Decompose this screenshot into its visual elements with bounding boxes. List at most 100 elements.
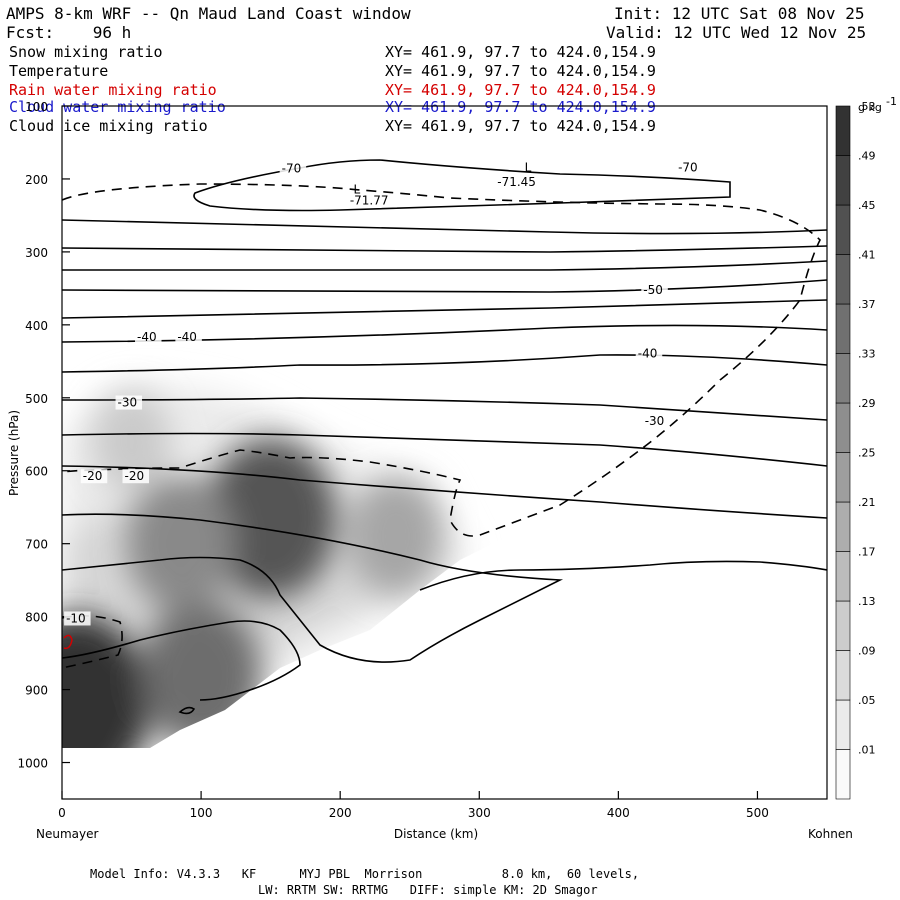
field-name-cloud-water: Cloud water mixing ratio <box>9 98 226 116</box>
contour-t2 <box>62 245 827 253</box>
label-mask <box>635 346 663 361</box>
contour-label: -70 <box>678 161 698 175</box>
colorbar-label: .25 <box>858 447 876 460</box>
colorbar-label: .37 <box>858 298 876 311</box>
y-tick-label: 100 <box>25 100 48 114</box>
contour-minus50 <box>62 299 827 319</box>
contour-minus70 <box>193 159 731 212</box>
contour-label: -50 <box>643 283 663 297</box>
snow-core <box>62 614 150 748</box>
colorbar-segment <box>835 204 851 255</box>
x-tick-label: 300 <box>468 806 491 820</box>
colorbar-segment <box>835 699 851 750</box>
label-mask <box>642 413 670 428</box>
label-mask <box>347 193 397 208</box>
y-tick-label: 400 <box>25 319 48 333</box>
colorbar-segment <box>835 501 851 552</box>
colorbar-label: .41 <box>858 249 876 262</box>
contour-label: -20 <box>125 469 145 483</box>
x-left-station: Neumayer <box>36 827 98 841</box>
colorbar-segment <box>835 600 851 651</box>
colorbar-segment <box>835 749 851 800</box>
colorbar-label: .21 <box>858 496 876 509</box>
contour-label: -70 <box>282 161 302 175</box>
model-info-2: LW: RRTM SW: RRTMG DIFF: simple KM: 2D S… <box>258 883 598 897</box>
colorbar-label: .17 <box>858 546 876 559</box>
label-mask <box>115 395 143 410</box>
y-tick-label: 500 <box>25 392 48 406</box>
low-marker: L <box>525 161 532 175</box>
field-xy-temperature: XY= 461.9, 97.7 to 424.0,154.9 <box>385 62 656 80</box>
colorbar-label: .45 <box>858 199 876 212</box>
model-info: Model Info: V4.3.3 KF MYJ PBL Morrison 8… <box>90 867 640 881</box>
x-tick-label: 500 <box>746 806 769 820</box>
rain-water-contour <box>63 634 73 650</box>
x-right-station: Kohnen <box>808 827 853 841</box>
colorbar-label: .33 <box>858 348 876 361</box>
colorbar-label: .05 <box>858 694 876 707</box>
valid-time: Valid: 12 UTC Wed 12 Nov 25 <box>606 23 867 42</box>
dashed-isotherms <box>62 183 821 669</box>
field-name-cloud-ice: Cloud ice mixing ratio <box>9 117 208 135</box>
label-mask <box>80 469 108 484</box>
colorbar-segment <box>835 105 851 156</box>
field-name-temperature: Temperature <box>9 62 109 80</box>
y-axis: 100 200 300 400 500 600 700 800 900 1000 <box>17 100 70 771</box>
colorbar-unit-exponent: -1 <box>886 95 897 108</box>
field-xy-cloud-water: XY= 461.9, 97.7 to 424.0,154.9 <box>385 98 656 116</box>
forecast-hour: Fcst: 96 h <box>6 23 132 42</box>
label-mask <box>641 283 668 298</box>
label-mask <box>676 160 703 175</box>
contour-label: -30 <box>645 414 665 428</box>
y-tick-label: 800 <box>25 611 48 625</box>
contour-t13 <box>419 560 827 591</box>
x-tick-label: 0 <box>58 806 66 820</box>
contour-minus30 <box>62 432 827 467</box>
label-mask <box>175 329 202 344</box>
contour-label: -40 <box>638 347 658 361</box>
snow-core <box>126 476 235 611</box>
contour-t4 <box>62 279 827 293</box>
y-tick-label: 200 <box>25 173 48 187</box>
y-tick-label: 600 <box>25 465 48 479</box>
y-tick-label: 900 <box>25 684 48 698</box>
label-mask <box>279 161 307 176</box>
y-tick-label: 300 <box>25 246 48 260</box>
colorbar-segment <box>835 303 851 354</box>
label-mask <box>495 175 545 190</box>
field-xy-snow: XY= 461.9, 97.7 to 424.0,154.9 <box>385 43 656 61</box>
label-mask <box>135 329 162 344</box>
contour-t10 <box>62 465 827 519</box>
contour-label: -71.45 <box>497 175 536 189</box>
colorbar: .01 .05 .09 .13 .17 .21 .25 .29 .33 .37 .41 .45 .49.… <box>835 95 897 800</box>
x-tick-label: 200 <box>329 806 352 820</box>
colorbar-segment <box>835 452 851 503</box>
chart-title: AMPS 8-km WRF -- Qn Maud Land Coast wind… <box>6 4 411 23</box>
y-tick-label: 1000 <box>17 757 48 771</box>
contour-t1 <box>62 219 827 235</box>
colorbar-segment <box>835 254 851 305</box>
colorbar-label: .49 <box>858 150 876 163</box>
snow-core <box>204 437 337 599</box>
contour-label: -40 <box>177 330 197 344</box>
colorbar-label: .09 <box>858 645 876 658</box>
x-tick-label: 400 <box>607 806 630 820</box>
contour-minus10 <box>62 620 301 701</box>
contour-label: -20 <box>83 469 103 483</box>
colorbar-label: .53 <box>858 100 876 113</box>
init-time: Init: 12 UTC Sat 08 Nov 25 <box>614 4 865 23</box>
contour-labels: -70 -70 -71.45 -71.77 -50 -40 -40 -40 -30 -30 -20 -… <box>64 160 703 626</box>
label-mask <box>64 611 91 626</box>
field-xy-cloud-ice: XY= 461.9, 97.7 to 424.0,154.9 <box>385 117 656 135</box>
field-xy-rain: XY= 461.9, 97.7 to 424.0,154.9 <box>385 81 656 99</box>
x-axis-label: Distance (km) <box>394 827 478 841</box>
dashed-contour-low <box>62 614 123 669</box>
x-tick-label: 100 <box>190 806 213 820</box>
dashed-contour-tropopause <box>62 183 821 537</box>
y-tick-label: 700 <box>25 538 48 552</box>
label-mask <box>122 469 149 484</box>
contour-minus40 <box>62 354 827 373</box>
snow-core <box>140 600 262 748</box>
colorbar-unit: g kg <box>858 101 882 114</box>
